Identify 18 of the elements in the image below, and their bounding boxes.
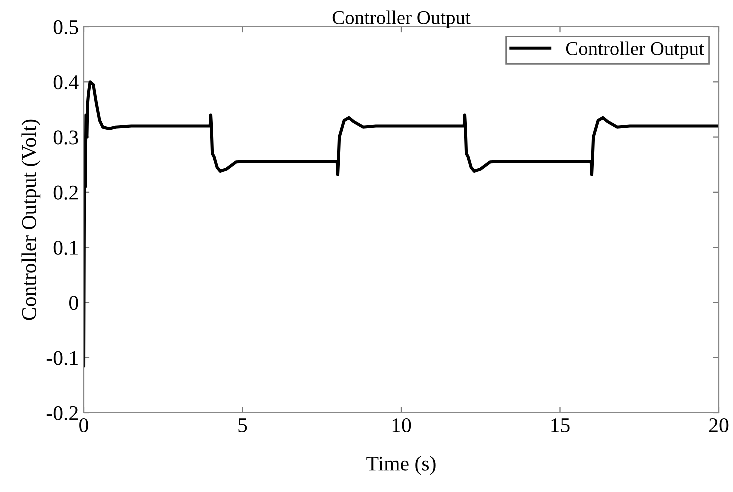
y-tick-label: 0.3: [54, 130, 78, 145]
y-tick-label: 0.5: [54, 20, 78, 35]
y-tick-label: -0.2: [46, 406, 78, 421]
x-tick-label: 0: [80, 418, 88, 433]
line-series: [84, 80, 719, 368]
x-tick-label: 10: [392, 418, 412, 433]
y-tick-label: 0.2: [54, 186, 78, 200]
chart-title: Controller Output: [332, 10, 471, 28]
y-tick-label: 0.4: [54, 76, 79, 90]
y-axis-title: Controller Output (Volt): [22, 120, 41, 320]
y-tick-label: -0.1: [46, 351, 78, 366]
y-tick-label: 0.1: [54, 240, 78, 256]
x-tick-label: 15: [552, 418, 570, 433]
y-tick-label: 0: [70, 296, 78, 310]
x-tick-label: 5: [238, 418, 248, 433]
x-tick-label: 20: [710, 418, 729, 433]
legend-label: Controller Output: [566, 42, 704, 60]
x-axis-title: Time (s): [366, 456, 436, 476]
